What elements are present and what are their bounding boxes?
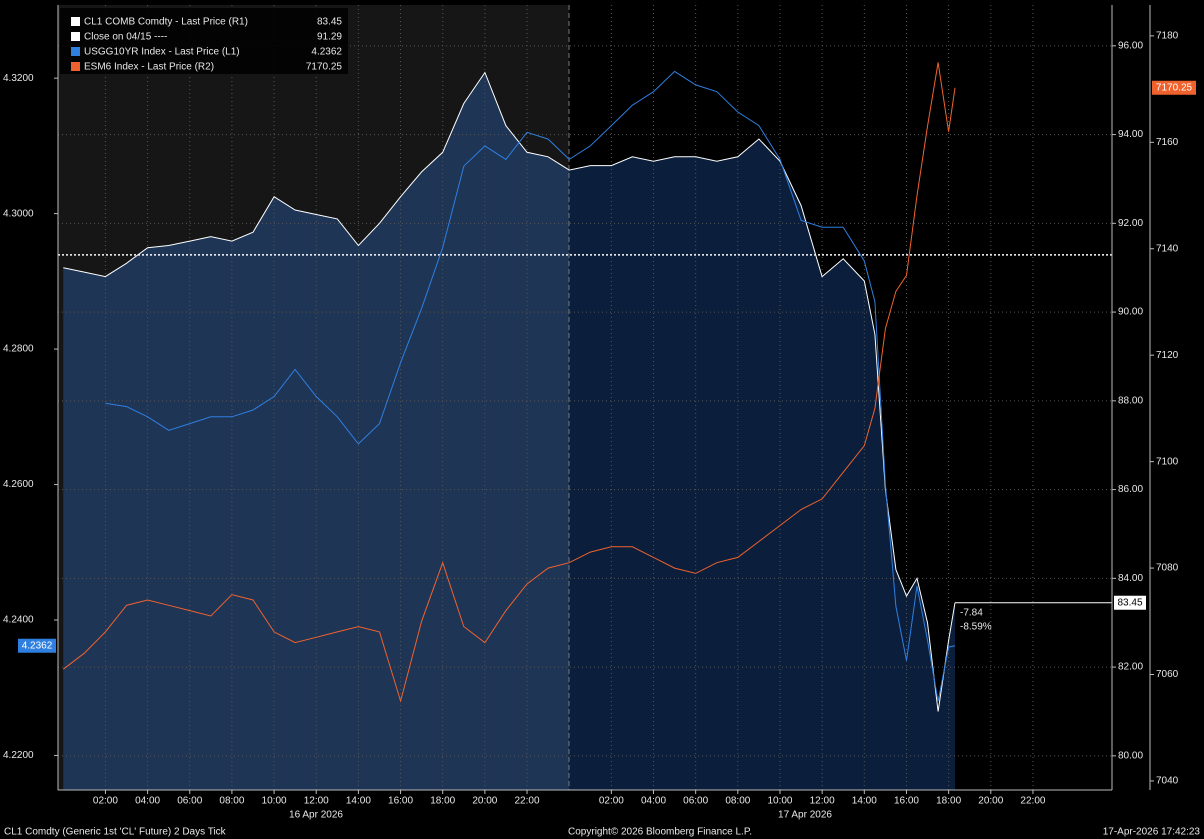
x-tick-label: 16:00 <box>388 796 413 807</box>
y2-tick-label: 94.00 <box>1118 129 1143 140</box>
x-tick-label: 18:00 <box>430 796 455 807</box>
x-tick-label: 08:00 <box>725 796 750 807</box>
y2-tick-label: 90.00 <box>1118 307 1143 318</box>
footer-right: 17-Apr-2026 17:42:23 <box>1103 827 1201 838</box>
legend-value: 83.45 <box>317 17 342 28</box>
last-value-box <box>1152 80 1196 95</box>
x-tick-label: 14:00 <box>852 796 877 807</box>
series-line <box>63 71 956 712</box>
y2-tick-label: 82.00 <box>1118 662 1143 673</box>
y3-tick-label: 7140 <box>1156 243 1179 254</box>
x-tick-label: 12:00 <box>304 796 329 807</box>
y-tick-label: 4.3000 <box>3 208 34 219</box>
x-tick-label: 18:00 <box>936 796 961 807</box>
y3-tick-label: 7040 <box>1156 776 1179 787</box>
x-tick-label: 16:00 <box>894 796 919 807</box>
y-tick-label: 4.2600 <box>3 479 34 490</box>
x-tick-label: 06:00 <box>683 796 708 807</box>
y3-tick-label: 7120 <box>1156 350 1179 361</box>
y2-tick-label: 92.00 <box>1118 218 1143 229</box>
legend-label: CL1 COMB Comdty - Last Price (R1) <box>84 17 248 28</box>
series-line <box>62 62 956 703</box>
y2-tick-label: 80.00 <box>1118 750 1143 761</box>
y2-tick-label: 88.00 <box>1118 395 1143 406</box>
area <box>569 139 955 790</box>
y3-tick-label: 7060 <box>1156 669 1179 680</box>
y3-tick-label: 7080 <box>1156 563 1179 574</box>
legend-label: ESM6 Index - Last Price (R2) <box>84 62 214 73</box>
legend-swatch <box>71 32 80 41</box>
x-tick-label: 06:00 <box>177 796 202 807</box>
x-tick-label: 04:00 <box>135 796 160 807</box>
last-value-box <box>1114 595 1146 610</box>
date-label: 16 Apr 2026 <box>289 810 343 821</box>
y3-tick-label: 7100 <box>1156 456 1179 467</box>
legend-label: Close on 04/15 ---- <box>84 32 167 43</box>
last-value-label: 83.45 <box>1117 597 1142 608</box>
annotation: -7.84 <box>960 607 983 618</box>
y-tick-label: 4.2200 <box>3 750 34 761</box>
legend-value: 91.29 <box>317 32 342 43</box>
last-value-label: 4.2362 <box>22 640 53 651</box>
legend-swatch <box>71 62 80 71</box>
y2-tick-label: 96.00 <box>1118 40 1143 51</box>
annotation: -8.59% <box>960 621 992 632</box>
last-value-box <box>18 638 56 653</box>
last-value-label: 7170.25 <box>1156 82 1193 93</box>
y3-tick-label: 7180 <box>1156 31 1179 42</box>
x-tick-label: 10:00 <box>767 796 792 807</box>
legend-label: USGG10YR Index - Last Price (L1) <box>84 47 240 58</box>
legend-swatch <box>71 47 80 56</box>
series-line <box>105 70 956 702</box>
legend-value: 7170.25 <box>306 62 343 73</box>
x-tick-label: 22:00 <box>515 796 540 807</box>
y3-tick-label: 7160 <box>1156 137 1179 148</box>
x-tick-label: 10:00 <box>262 796 287 807</box>
footer-left: CL1 Comdty (Generic 1st 'CL' Future) 2 D… <box>4 827 227 838</box>
legend-swatch <box>71 17 80 26</box>
y2-tick-label: 86.00 <box>1118 484 1143 495</box>
x-tick-label: 14:00 <box>346 796 371 807</box>
x-tick-label: 02:00 <box>93 796 118 807</box>
footer-center: Copyright© 2026 Bloomberg Finance L.P. <box>568 827 752 838</box>
y2-tick-label: 84.00 <box>1118 573 1143 584</box>
x-tick-label: 12:00 <box>810 796 835 807</box>
x-tick-label: 04:00 <box>641 796 666 807</box>
x-tick-label: 22:00 <box>1020 796 1045 807</box>
legend-value: 4.2362 <box>311 47 342 58</box>
x-tick-label: 08:00 <box>219 796 244 807</box>
x-tick-label: 20:00 <box>978 796 1003 807</box>
legend-box <box>60 8 348 74</box>
y-tick-label: 4.2400 <box>3 615 34 626</box>
x-tick-label: 20:00 <box>472 796 497 807</box>
y-tick-label: 4.3200 <box>3 73 34 84</box>
y-tick-label: 4.2800 <box>3 344 34 355</box>
x-tick-label: 02:00 <box>599 796 624 807</box>
date-label: 17 Apr 2026 <box>778 810 832 821</box>
